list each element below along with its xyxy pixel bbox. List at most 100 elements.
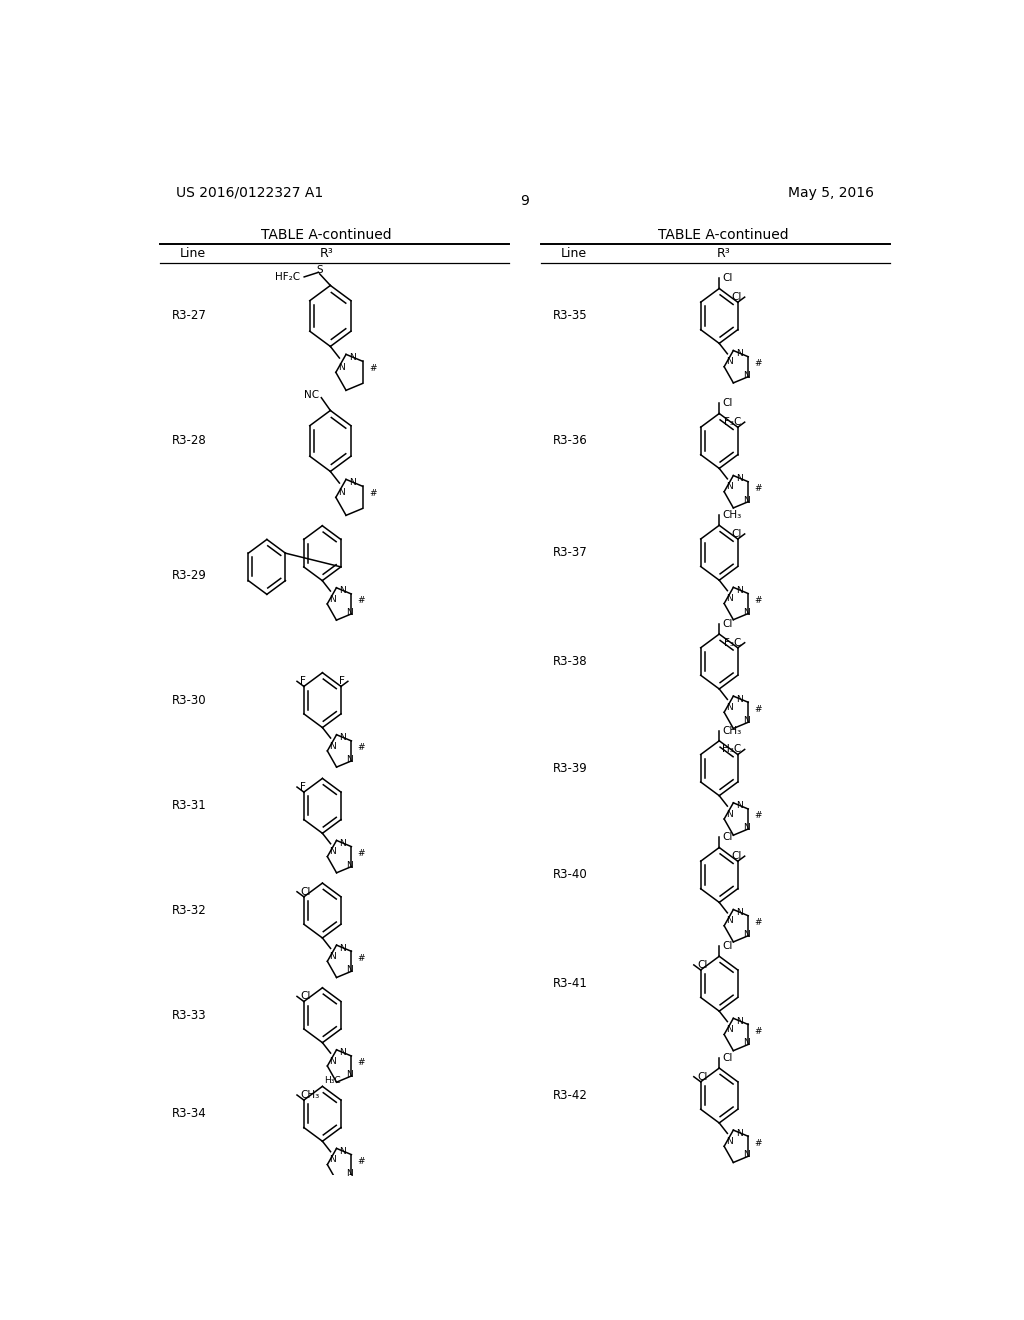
- Text: N: N: [346, 755, 353, 764]
- Text: N: N: [329, 742, 336, 751]
- Text: #: #: [357, 954, 365, 962]
- Text: Cl: Cl: [731, 851, 741, 861]
- Text: #: #: [357, 849, 365, 858]
- Text: #: #: [369, 364, 377, 374]
- Text: Cl: Cl: [731, 292, 741, 302]
- Text: N: N: [726, 1026, 732, 1035]
- Text: N: N: [726, 1137, 732, 1146]
- Text: NC: NC: [304, 391, 318, 400]
- Text: Cl: Cl: [722, 273, 733, 284]
- Text: #: #: [754, 1139, 762, 1147]
- Text: Line: Line: [560, 247, 587, 260]
- Text: N: N: [726, 483, 732, 491]
- Text: N: N: [338, 363, 345, 371]
- Text: #: #: [369, 490, 377, 499]
- Text: N: N: [346, 861, 353, 870]
- Text: #: #: [754, 919, 762, 927]
- Text: N: N: [735, 474, 742, 483]
- Text: R3-39: R3-39: [553, 762, 588, 775]
- Text: N: N: [346, 609, 353, 616]
- Text: May 5, 2016: May 5, 2016: [788, 186, 873, 199]
- Text: Cl: Cl: [697, 1072, 708, 1081]
- Text: N: N: [726, 704, 732, 711]
- Text: #: #: [357, 1059, 365, 1068]
- Text: HF₂C: HF₂C: [275, 272, 301, 282]
- Text: Cl: Cl: [731, 529, 741, 539]
- Text: R3-31: R3-31: [172, 800, 207, 812]
- Text: R3-33: R3-33: [172, 1008, 206, 1022]
- Text: R3-28: R3-28: [172, 434, 207, 447]
- Text: CH₃: CH₃: [722, 510, 741, 520]
- Text: Cl: Cl: [722, 1053, 733, 1063]
- Text: N: N: [726, 809, 732, 818]
- Text: N: N: [329, 847, 336, 857]
- Text: #: #: [754, 484, 762, 494]
- Text: N: N: [735, 908, 742, 917]
- Text: #: #: [357, 743, 365, 752]
- Text: N: N: [743, 929, 751, 939]
- Text: Cl: Cl: [300, 991, 310, 1002]
- Text: N: N: [339, 838, 346, 847]
- Text: Cl: Cl: [722, 833, 733, 842]
- Text: N: N: [743, 1150, 751, 1159]
- Text: R3-41: R3-41: [553, 977, 588, 990]
- Text: R3-37: R3-37: [553, 546, 588, 560]
- Text: F₃C: F₃C: [724, 638, 741, 648]
- Text: N: N: [735, 694, 742, 704]
- Text: N: N: [329, 1155, 336, 1164]
- Text: Cl: Cl: [300, 887, 310, 896]
- Text: #: #: [357, 597, 365, 606]
- Text: #: #: [754, 595, 762, 605]
- Text: F: F: [300, 676, 306, 686]
- Text: N: N: [735, 1016, 742, 1026]
- Text: N: N: [346, 1071, 353, 1078]
- Text: F: F: [339, 676, 345, 686]
- Text: Cl: Cl: [697, 960, 708, 970]
- Text: N: N: [743, 1039, 751, 1048]
- Text: R3-30: R3-30: [172, 693, 206, 706]
- Text: R³: R³: [717, 247, 730, 260]
- Text: N: N: [339, 1147, 346, 1156]
- Text: N: N: [726, 594, 732, 603]
- Text: N: N: [339, 733, 346, 742]
- Text: N: N: [743, 496, 751, 504]
- Text: H₃C: H₃C: [722, 744, 741, 755]
- Text: US 2016/0122327 A1: US 2016/0122327 A1: [176, 186, 323, 199]
- Text: N: N: [743, 607, 751, 616]
- Text: Cl: Cl: [722, 941, 733, 952]
- Text: #: #: [754, 359, 762, 368]
- Text: N: N: [339, 944, 346, 953]
- Text: N: N: [735, 348, 742, 358]
- Text: CH₃: CH₃: [300, 1090, 319, 1100]
- Text: N: N: [743, 822, 751, 832]
- Text: N: N: [726, 916, 732, 925]
- Text: Cl: Cl: [722, 619, 733, 628]
- Text: R3-34: R3-34: [172, 1107, 207, 1121]
- Text: 9: 9: [520, 194, 529, 209]
- Text: R³: R³: [319, 247, 333, 260]
- Text: N: N: [735, 1129, 742, 1138]
- Text: R3-40: R3-40: [553, 869, 588, 882]
- Text: TABLE A-continued: TABLE A-continued: [261, 227, 392, 242]
- Text: R3-38: R3-38: [553, 655, 587, 668]
- Text: N: N: [743, 371, 751, 380]
- Text: TABLE A-continued: TABLE A-continued: [657, 227, 788, 242]
- Text: Line: Line: [179, 247, 206, 260]
- Text: N: N: [735, 586, 742, 595]
- Text: N: N: [346, 965, 353, 974]
- Text: R3-32: R3-32: [172, 904, 207, 917]
- Text: #: #: [357, 1158, 365, 1166]
- Text: N: N: [743, 717, 751, 725]
- Text: N: N: [339, 586, 345, 595]
- Text: R3-29: R3-29: [172, 569, 207, 582]
- Text: N: N: [338, 487, 345, 496]
- Text: CH₃: CH₃: [722, 726, 741, 735]
- Text: N: N: [329, 1057, 336, 1065]
- Text: S: S: [316, 265, 323, 275]
- Text: R3-36: R3-36: [553, 434, 588, 447]
- Text: R3-27: R3-27: [172, 309, 207, 322]
- Text: N: N: [339, 1048, 346, 1057]
- Text: #: #: [754, 705, 762, 714]
- Text: F: F: [300, 781, 306, 792]
- Text: N: N: [349, 478, 355, 487]
